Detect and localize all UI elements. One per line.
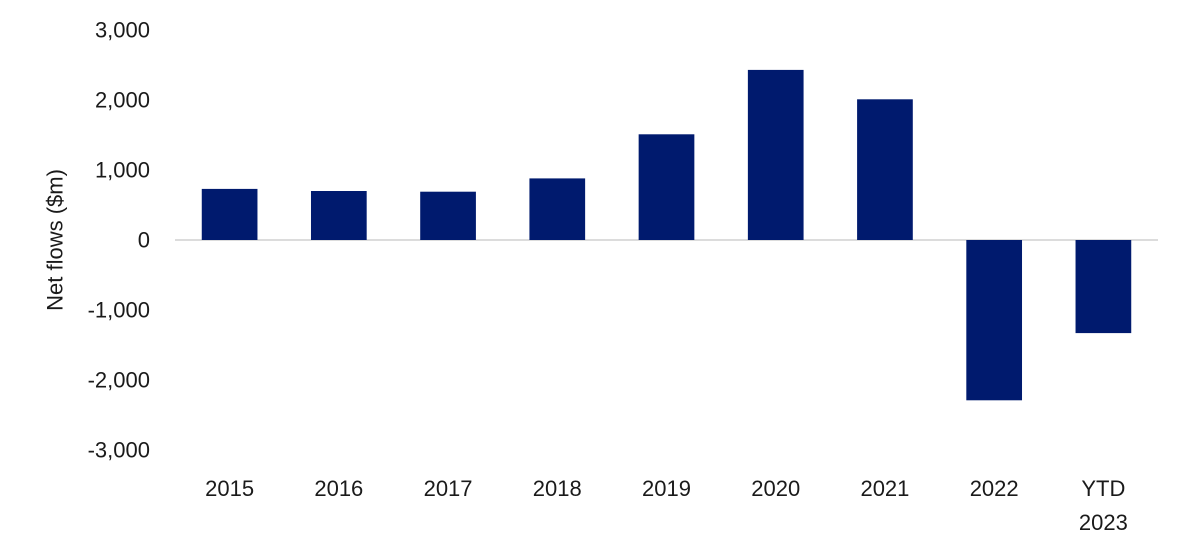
y-axis: 3,000 2,000 1,000 0 -1,000 -2,000 -3,000 xyxy=(88,18,150,463)
y-tick-label: 1,000 xyxy=(95,158,150,183)
x-tick-label: 2017 xyxy=(424,476,473,501)
bar xyxy=(1075,240,1132,334)
y-tick-label: -3,000 xyxy=(88,438,150,463)
bar xyxy=(747,69,804,241)
bars xyxy=(201,69,1132,401)
x-tick-label: 2015 xyxy=(205,476,254,501)
bar xyxy=(638,134,695,240)
y-tick-label: 2,000 xyxy=(95,88,150,113)
y-axis-title: Net flows ($m) xyxy=(43,169,68,311)
bar xyxy=(966,240,1023,401)
bar xyxy=(420,191,476,240)
bar xyxy=(310,191,367,240)
y-tick-label: -2,000 xyxy=(88,368,150,393)
bar xyxy=(201,188,258,240)
y-tick-label: 0 xyxy=(138,228,150,253)
x-tick-label: 2022 xyxy=(970,476,1019,501)
x-tick-label: 2018 xyxy=(533,476,582,501)
x-tick-label: 2016 xyxy=(314,476,363,501)
x-tick-label: 2021 xyxy=(860,476,909,501)
bar xyxy=(857,99,913,240)
x-tick-label: 2020 xyxy=(751,476,800,501)
y-tick-label: 3,000 xyxy=(95,18,150,43)
x-axis: 2015 2016 2017 2018 2019 2020 2021 2022 YTD 2023 xyxy=(205,476,1128,535)
x-tick-label: YTD 2023 xyxy=(1079,476,1128,535)
y-tick-label: -1,000 xyxy=(88,298,150,323)
x-tick-label: 2019 xyxy=(642,476,691,501)
bar xyxy=(529,178,586,240)
